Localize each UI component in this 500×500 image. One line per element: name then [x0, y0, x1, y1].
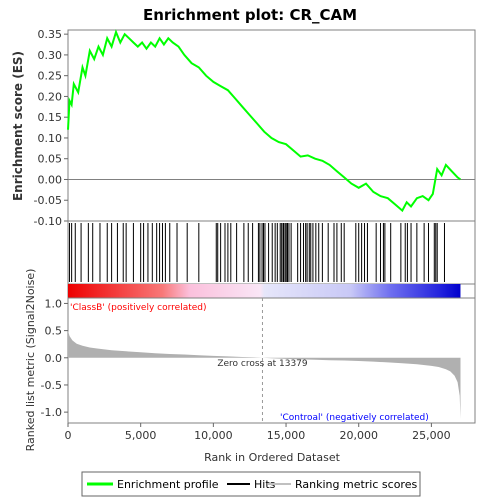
- es-y-tick-label: 0.15: [38, 111, 63, 124]
- es-y-tick-label: 0.00: [38, 173, 63, 186]
- metric-y-tick-label: 0.0: [45, 352, 63, 365]
- x-tick-label: 15,000: [267, 429, 306, 442]
- es-y-tick-label: 0.05: [38, 153, 63, 166]
- hit-ticks: [68, 223, 445, 282]
- es-y-tick-label: 0.35: [38, 28, 63, 41]
- metric-y-axis-label: Ranked list metric (Signal2Noise): [24, 269, 37, 452]
- x-axis: 0 5,000 10,000 15,000 20,000 25,000: [65, 423, 451, 442]
- es-y-axis-label: Enrichment score (ES): [11, 51, 25, 201]
- x-tick-label: 0: [65, 429, 72, 442]
- legend-profile-label: Enrichment profile: [117, 478, 219, 491]
- rank-color-bar: [68, 284, 461, 298]
- metric-y-tick-label: 0.5: [45, 325, 63, 338]
- x-axis-label: Rank in Ordered Dataset: [204, 451, 341, 464]
- positive-correlation-label: 'ClassB' (positively correlated): [70, 303, 207, 313]
- x-tick-label: 20,000: [339, 429, 378, 442]
- metric-y-tick-label: -0.5: [41, 379, 62, 392]
- enrichment-profile-line: [67, 29, 462, 213]
- es-y-tick-label: -0.05: [34, 194, 62, 207]
- es-y-tick-label: -0.10: [34, 215, 62, 228]
- x-tick-label: 25,000: [412, 429, 451, 442]
- es-y-tick-label: 0.25: [38, 70, 63, 83]
- zero-cross-label: Zero cross at 13379: [217, 359, 308, 369]
- es-panel-frame: [67, 29, 476, 222]
- es-y-tick-label: 0.10: [38, 132, 63, 145]
- metric-y-tick-label: 1.0: [45, 297, 63, 310]
- negative-correlation-label: 'Controal' (negatively correlated): [280, 413, 429, 423]
- chart-title: Enrichment plot: CR_CAM: [143, 6, 357, 24]
- legend-frame: [81, 471, 421, 497]
- metric-y-axis: 1.0 0.5 0.0 -0.5 -1.0: [41, 297, 68, 419]
- legend: Enrichment profile Hits Ranking metric s…: [81, 471, 421, 497]
- legend-hits-label: Hits: [254, 478, 276, 491]
- x-tick-label: 10,000: [194, 429, 233, 442]
- es-y-axis: 0.35 0.30 0.25 0.20 0.15 0.10 0.05 0.00 -0.05 -0.…: [34, 28, 68, 228]
- es-y-tick-label: 0.30: [38, 49, 63, 62]
- hits-panel-frame: [67, 220, 476, 285]
- x-tick-label: 5,000: [125, 429, 157, 442]
- metric-y-tick-label: -1.0: [41, 406, 62, 419]
- legend-metric-label: Ranking metric scores: [295, 478, 417, 491]
- es-y-tick-label: 0.20: [38, 90, 63, 103]
